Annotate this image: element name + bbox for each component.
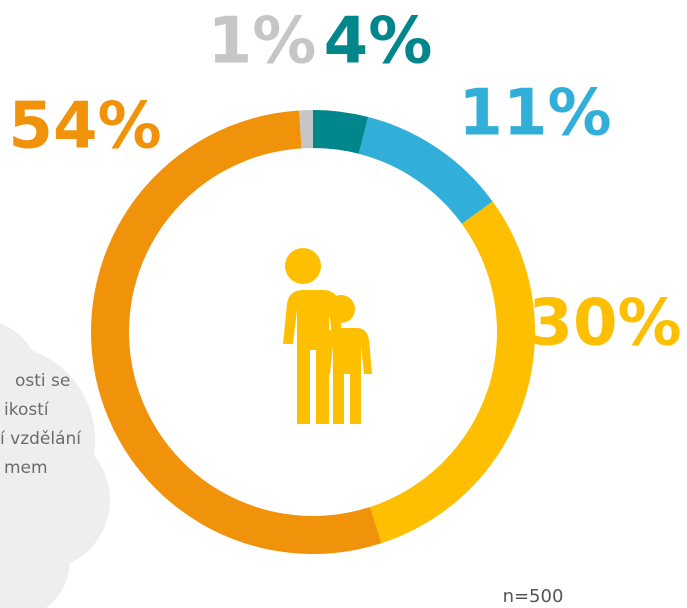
donut-segment: [299, 110, 313, 149]
donut-segment: [313, 110, 369, 154]
donut-segment: [91, 110, 382, 554]
percent-label: 11%: [458, 77, 611, 151]
percent-label: 54%: [8, 90, 161, 164]
percent-label: 1%: [208, 5, 317, 79]
cloud: [0, 323, 110, 608]
sample-size: n=500: [503, 586, 564, 607]
box-text: mem: [4, 458, 48, 478]
donut-segment: [358, 116, 493, 224]
donut-segment: [369, 201, 535, 544]
box-text: osti se: [15, 371, 70, 391]
percent-label: 4%: [324, 5, 433, 79]
family-icon: [283, 248, 372, 424]
box-text: í vzdělání: [0, 429, 82, 449]
percent-label: 30%: [528, 287, 681, 361]
box-text: ikostí: [4, 400, 50, 420]
